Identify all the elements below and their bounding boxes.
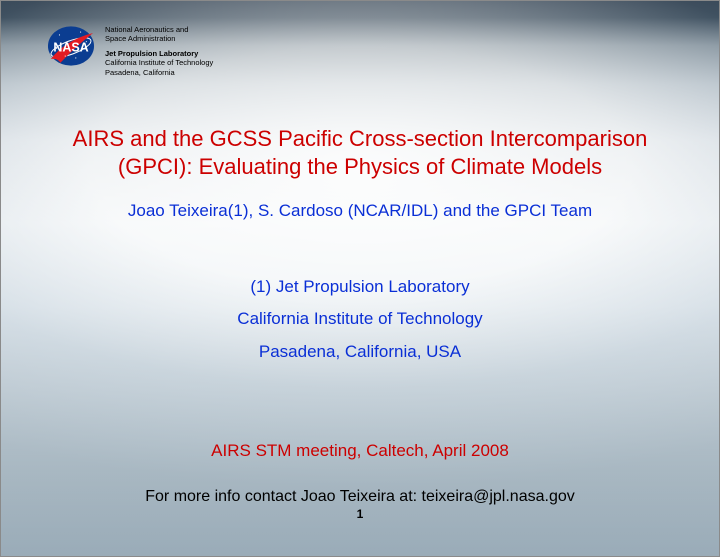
affil-line-2: California Institute of Technology <box>1 303 719 335</box>
header-line-2: Space Administration <box>105 34 213 43</box>
meeting-line: AIRS STM meeting, Caltech, April 2008 <box>1 441 719 461</box>
affiliation-block: (1) Jet Propulsion Laboratory California… <box>1 271 719 368</box>
slide-title: AIRS and the GCSS Pacific Cross-section … <box>1 125 719 181</box>
authors-line: Joao Teixeira(1), S. Cardoso (NCAR/IDL) … <box>1 201 719 221</box>
nasa-logo-icon: NASA <box>47 25 95 67</box>
title-line-1: AIRS and the GCSS Pacific Cross-section … <box>1 125 719 153</box>
affil-line-1: (1) Jet Propulsion Laboratory <box>1 271 719 303</box>
affil-line-3: Pasadena, California, USA <box>1 336 719 368</box>
header-org-text: National Aeronautics and Space Administr… <box>105 25 213 77</box>
slide-root: NASA National Aeronautics and Space Admi… <box>0 0 720 557</box>
contact-line: For more info contact Joao Teixeira at: … <box>1 488 719 506</box>
header-line-4: California Institute of Technology <box>105 58 213 67</box>
header-line-5: Pasadena, California <box>105 68 213 77</box>
title-line-2: (GPCI): Evaluating the Physics of Climat… <box>1 153 719 181</box>
header-line-3: Jet Propulsion Laboratory <box>105 49 213 58</box>
slide-header: NASA National Aeronautics and Space Admi… <box>47 25 213 77</box>
header-line-1: National Aeronautics and <box>105 25 213 34</box>
page-number: 1 <box>1 507 719 521</box>
nasa-logo-text: NASA <box>53 40 88 54</box>
